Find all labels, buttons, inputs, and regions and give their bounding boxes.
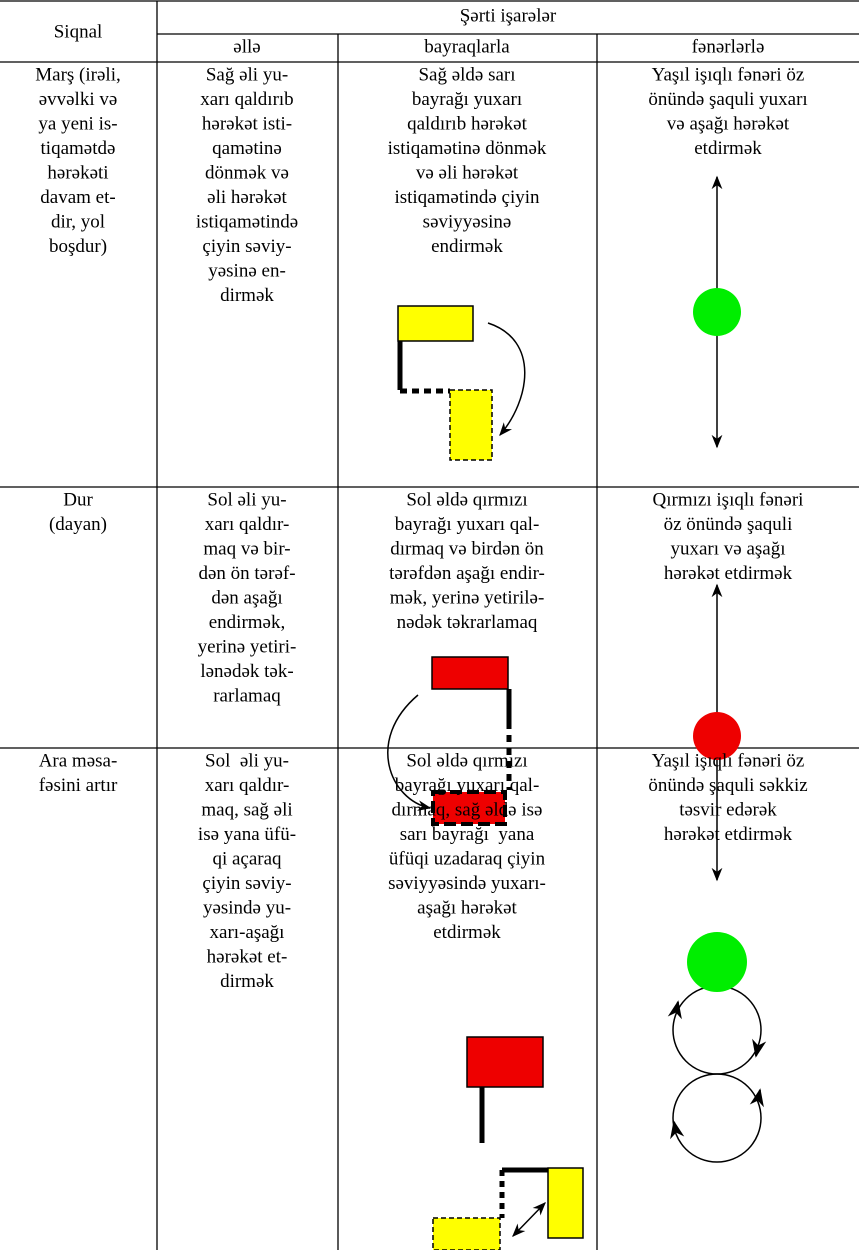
column-header: əllə [233,36,260,57]
cell-line: Sol əli yu- [205,750,289,771]
cell-line: xarı-aşağı [210,922,285,943]
cell-line: qamətinə [212,138,282,159]
cell-line: dırmaq, sağ əldə isə [392,799,543,820]
cell-line: səviyyəsində yuxarı- [388,873,546,894]
cell-line: sarı bayrağı yana [400,824,535,845]
lamp-illustration [667,932,767,1163]
cell-line: Sağ əldə sarı [418,64,515,85]
cell-line: əvvəlki və [39,89,118,110]
cell-line: endirmək, [209,612,286,633]
cell-line: çiyin səviy- [202,873,291,894]
cell-line: Yaşıl işıqlı fənəri öz [652,750,805,771]
cell-line: Ara məsa- [39,750,118,771]
cell-line: endirmək [431,236,503,257]
cell-line: nədək təkrarlamaq [397,612,538,633]
cell-line: üfüqi uzadaraq çiyin [389,848,546,869]
cell-line: dir, yol [51,211,105,232]
cell-line: dən ön tərəf- [198,563,295,584]
column-header: bayraqlarla [424,36,510,57]
cell-line: qi açaraq [212,848,282,869]
cell-line: Sol əldə qırmızı [406,489,527,510]
cell-line: (dayan) [49,514,107,535]
cell-line: boşdur) [49,236,107,257]
flag-illustration [432,1036,584,1250]
cell-line: Dur [63,489,93,510]
cell-line: önündə şaquli yuxarı [648,89,807,110]
cell-line: davam et- [40,187,115,208]
cell-line: aşağı hərəkət [417,897,517,918]
cell-line: Marş (irəli, [35,64,120,85]
cell-line: bayrağı yuxarı qal- [395,775,540,796]
cell-line: və aşağı hərəkət [667,113,790,134]
cell-line: dirmək [220,285,274,306]
cell-line: önündə şaquli səkkiz [648,775,807,796]
cell-line: ya yeni is- [38,113,117,134]
cell-line: isə yana üfü- [198,824,296,845]
cell-line: etdirmək [433,922,501,943]
cell-line: yəsinə en- [208,260,286,281]
cell-line: xarı qaldır- [205,775,290,796]
cell-line: bayrağı yuxarı [412,89,522,110]
cell-line: qaldırıb hərəkət [407,113,527,134]
column-header: fənərlərlə [692,36,765,57]
cell-line: təsvir edərək [679,799,777,820]
cell-line: hərəkət isti- [202,113,292,134]
flag-illustration [387,656,512,826]
cell-line: xarı qaldır- [205,514,290,535]
header-signal: Siqnal [54,21,103,42]
flag-illustration [397,305,526,461]
cell-line: yəsində yu- [203,897,291,918]
cell-line: hərəkət etdirmək [664,824,793,845]
cell-line: yuxarı və aşağı [670,538,785,559]
cell-line: xarı qaldırıb [200,89,293,110]
cell-line: Yaşıl işıqlı fənəri öz [652,64,805,85]
cell-line: dirmək [220,971,274,992]
cell-line: mək, yerinə yetirilə- [390,587,545,608]
cell-line: dən aşağı [211,587,282,608]
cell-line: bayrağı yuxarı qal- [395,514,540,535]
cell-line: etdirmək [694,138,762,159]
cell-line: tiqamətdə [41,138,116,159]
cell-line: istiqamətində çiyin [394,187,540,208]
cell-line: Qırmızı işıqlı fənəri [653,489,804,510]
cell-line: əli hərəkət [207,187,287,208]
cell-line: dırmaq və birdən ön [390,538,544,559]
cell-line: dönmək və [205,162,289,183]
cell-line: maq və bir- [203,538,290,559]
cell-line: və əli hərəkət [416,162,519,183]
lamp-illustration [693,583,741,882]
cell-line: fəsini artır [39,775,118,796]
cell-line: hərəkəti [47,162,108,183]
cell-line: hərəkət et- [207,946,288,967]
cell-line: tərəfdən aşağı endir- [389,563,545,584]
cell-line: yerinə yetiri- [198,636,297,657]
lamp-illustration [693,175,741,449]
cell-line: öz önündə şaquli [664,514,793,535]
cell-line: istiqamətinə dönmək [388,138,547,159]
cell-line: istiqamətində [196,211,298,232]
header-group: Şərti işarələr [460,5,557,26]
cell-line: çiyin səviy- [202,236,291,257]
cell-line: hərəkət etdirmək [664,563,793,584]
cell-line: maq, sağ əli [201,799,292,820]
cell-line: Sol əldə qırmızı [406,750,527,771]
cell-line: Sol əli yu- [207,489,286,510]
cell-line: lənədək tək- [200,661,293,682]
cell-line: rarlamaq [213,685,281,706]
cell-line: səviyyəsinə [423,211,512,232]
cell-line: Sağ əli yu- [206,64,288,85]
